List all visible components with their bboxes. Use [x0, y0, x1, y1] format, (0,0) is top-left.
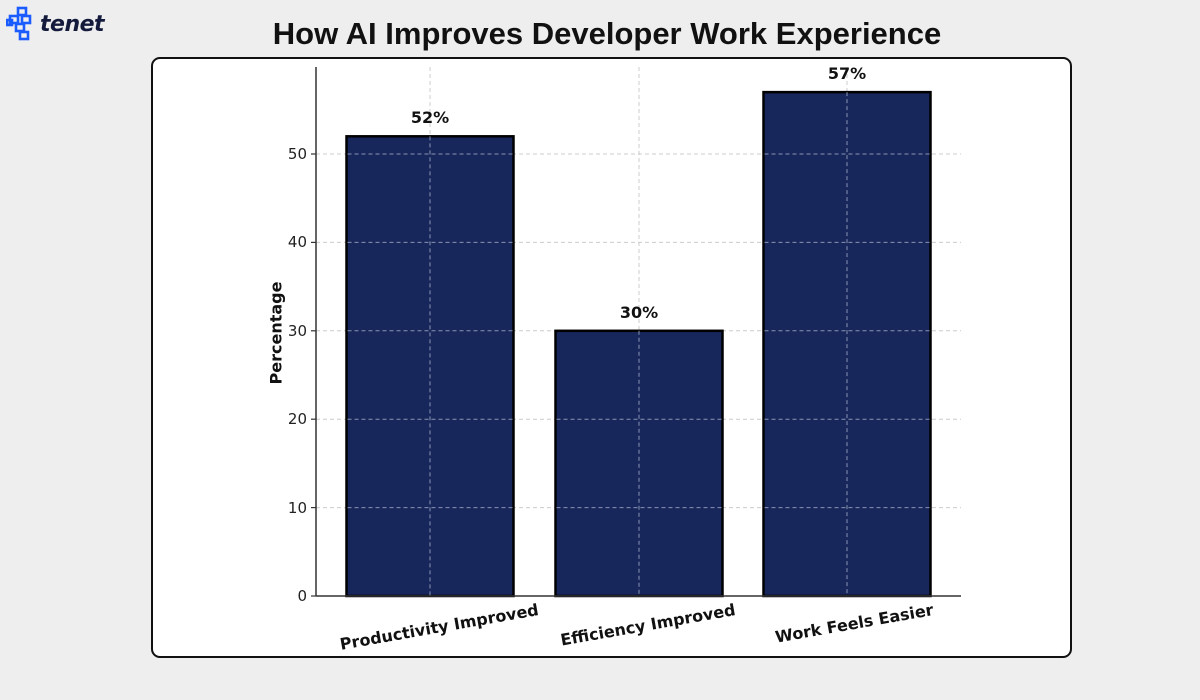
brand-logo: tenet — [6, 6, 105, 42]
y-axis-label: Percentage — [266, 281, 286, 385]
y-tick-label: 20 — [287, 410, 307, 429]
y-tick-label: 0 — [297, 587, 307, 605]
y-tick-label: 50 — [287, 145, 307, 163]
bar — [345, 135, 515, 598]
y-tick-label: 10 — [287, 498, 307, 517]
bar-value-label: 30% — [619, 302, 659, 322]
bar-value-label: 52% — [410, 108, 450, 128]
y-tick-label: 40 — [287, 233, 307, 252]
page-title: How AI Improves Developer Work Experienc… — [272, 16, 942, 51]
tenet-logo-icon — [6, 6, 32, 41]
bar-value-label: 57% — [827, 64, 867, 84]
brand-name: tenet — [40, 11, 105, 37]
y-tick-label: 30 — [287, 321, 307, 340]
